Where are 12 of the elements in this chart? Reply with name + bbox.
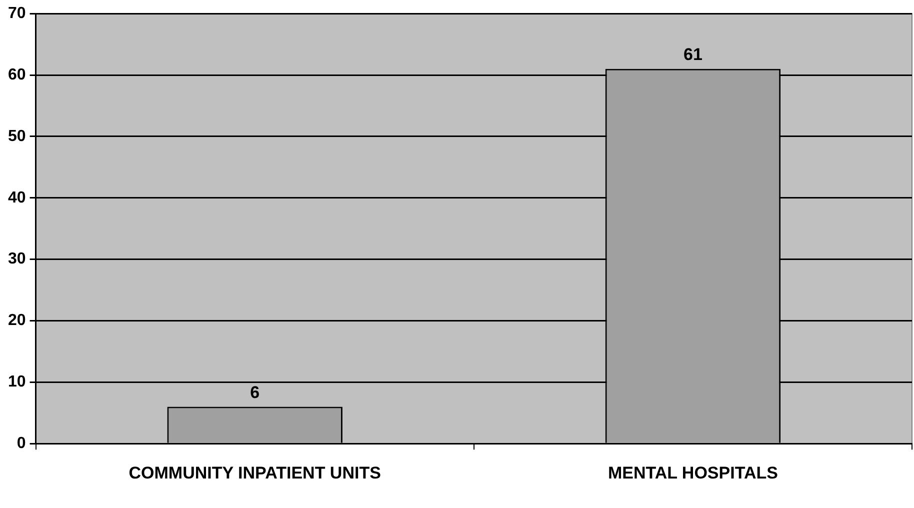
y-tick-label: 30 — [8, 250, 26, 268]
x-tick-label: MENTAL HOSPITALS — [608, 463, 778, 482]
y-tick-label: 70 — [8, 5, 26, 22]
data-label: 61 — [683, 45, 702, 64]
y-tick-label: 60 — [8, 66, 26, 84]
y-tick-label: 0 — [16, 435, 26, 452]
y-tick-label: 20 — [8, 312, 26, 330]
y-tick-label: 40 — [8, 189, 26, 206]
x-tick-label: COMMUNITY INPATIENT UNITS — [128, 463, 381, 482]
data-label: 6 — [250, 382, 260, 402]
y-tick-label: 10 — [8, 374, 26, 391]
y-tick-label: 50 — [8, 128, 26, 145]
